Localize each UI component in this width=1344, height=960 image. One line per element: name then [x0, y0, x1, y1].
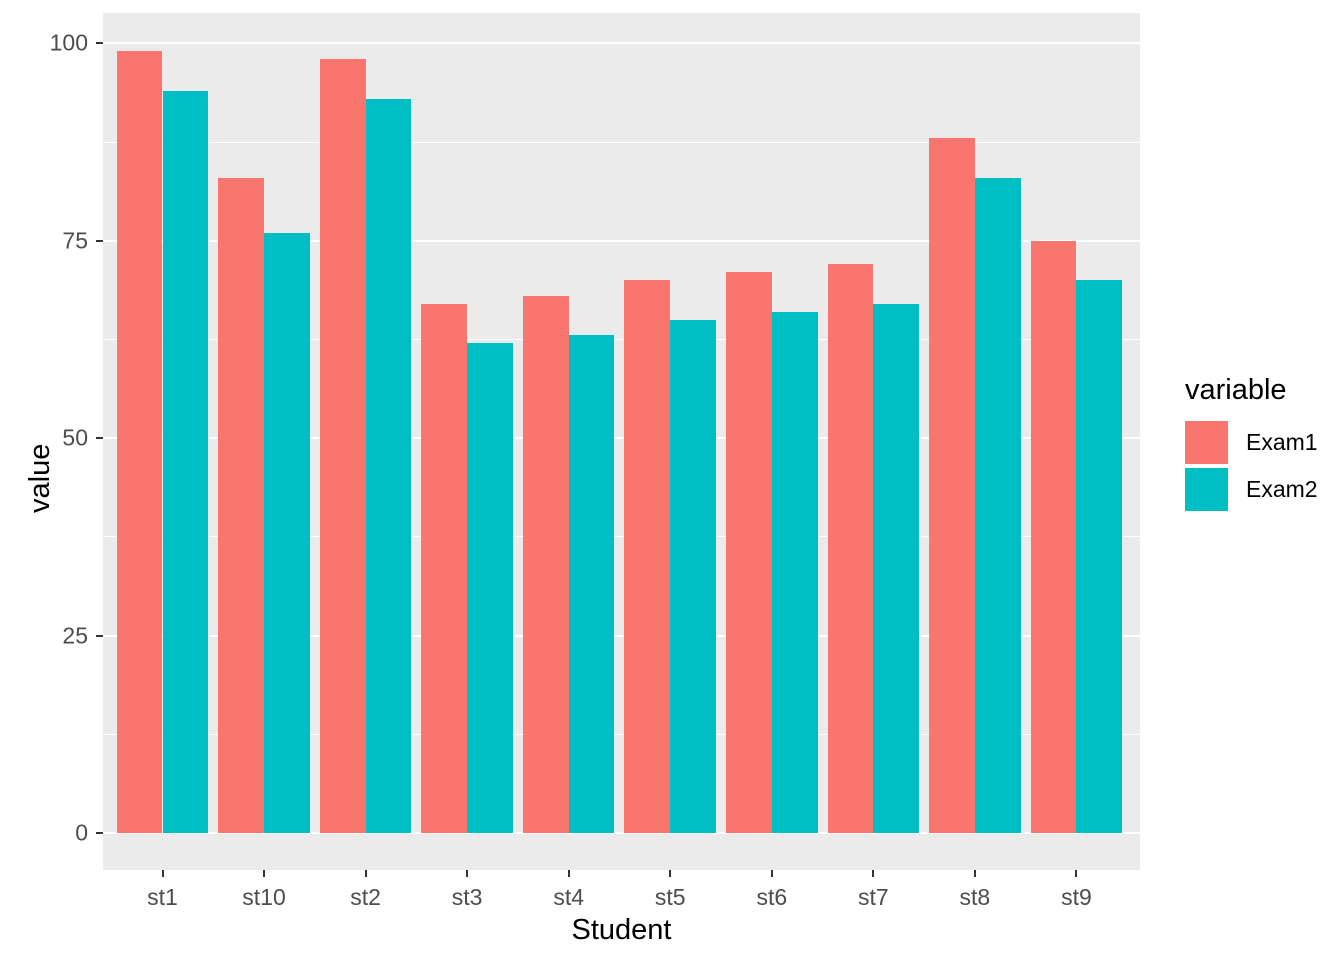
legend: variable Exam1 Exam2	[1185, 374, 1318, 515]
bar-st4-exam2	[568, 335, 615, 833]
gridline-minor-62.5	[103, 338, 1140, 340]
bar-st4-exam1	[522, 296, 569, 833]
legend-swatch-exam2	[1185, 468, 1228, 511]
gridline-major-100	[103, 42, 1140, 45]
plot-panel	[103, 13, 1140, 870]
bar-st3-exam2	[467, 343, 513, 833]
gridline-major-50	[103, 437, 1140, 440]
bar-st5-exam1	[624, 280, 671, 833]
bar-st9-exam2	[1076, 280, 1123, 833]
x-tick-mark-st2	[364, 870, 367, 877]
y-tick-label-75: 75	[62, 227, 88, 254]
x-tick-label-st9: st9	[1061, 884, 1092, 910]
x-tick-label-st10: st10	[242, 884, 286, 910]
legend-label-exam2: Exam2	[1246, 476, 1318, 502]
gridline-major-0	[103, 832, 1140, 834]
bar-st7-exam2	[873, 303, 920, 833]
y-axis-title-text: value	[24, 443, 56, 513]
x-tick-mark-st4	[567, 870, 570, 877]
bar-st2-exam1	[319, 59, 366, 833]
y-tick-label-100: 100	[49, 29, 88, 56]
y-tick-mark-50	[96, 437, 103, 440]
gridline-major-25	[103, 634, 1140, 637]
gridline-minor-37.5	[103, 536, 1140, 538]
bar-st8-exam2	[974, 177, 1021, 833]
y-tick-label-50: 50	[62, 424, 88, 451]
bar-st3-exam1	[421, 303, 468, 833]
x-tick-mark-st7	[872, 870, 875, 877]
x-axis-title: Student	[571, 914, 672, 946]
y-tick-mark-100	[96, 42, 103, 45]
y-tick-label-0: 0	[75, 819, 88, 846]
x-tick-label-st8: st8	[959, 884, 991, 910]
gridline-minor-87.5	[103, 141, 1140, 143]
y-tick-mark-75	[96, 239, 103, 242]
legend-items: Exam1 Exam2	[1185, 421, 1318, 511]
bar-st6-exam1	[726, 272, 772, 833]
gridline-major-75	[103, 239, 1140, 242]
x-tick-label-st6: st6	[756, 884, 788, 910]
x-tick-mark-st6	[770, 870, 773, 877]
legend-label-exam1: Exam1	[1246, 429, 1318, 455]
y-tick-mark-25	[96, 634, 103, 637]
bar-st10-exam2	[264, 232, 310, 833]
x-tick-label-st3: st3	[451, 884, 483, 910]
legend-item-exam2: Exam2	[1185, 468, 1318, 511]
bar-st7-exam1	[827, 264, 874, 833]
x-tick-label-st2: st2	[350, 884, 381, 910]
x-tick-mark-st10	[263, 870, 266, 877]
bar-st2-exam2	[365, 98, 412, 833]
x-tick-label-st5: st5	[654, 884, 686, 910]
x-tick-mark-st3	[466, 870, 469, 877]
x-tick-mark-st5	[669, 870, 672, 877]
bar-st6-exam2	[771, 311, 818, 833]
gridline-minor-12.5	[103, 733, 1140, 735]
x-tick-label-st1: st1	[147, 884, 178, 910]
legend-title: variable	[1185, 374, 1287, 406]
x-tick-mark-st1	[161, 870, 164, 877]
bar-st8-exam1	[929, 138, 975, 833]
x-tick-label-st4: st4	[553, 884, 585, 910]
bar-st1-exam2	[162, 90, 209, 833]
x-tick-mark-st8	[973, 870, 976, 877]
bar-st1-exam1	[116, 51, 163, 833]
y-tick-label-25: 25	[62, 622, 88, 649]
x-tick-label-st7: st7	[858, 884, 889, 910]
legend-swatch-exam1	[1185, 421, 1228, 464]
bar-st5-exam2	[670, 319, 717, 833]
y-tick-mark-0	[96, 832, 103, 834]
bar-st10-exam1	[218, 177, 265, 833]
x-tick-mark-st9	[1075, 870, 1078, 877]
legend-item-exam1: Exam1	[1185, 421, 1318, 464]
bar-st9-exam1	[1030, 240, 1077, 833]
